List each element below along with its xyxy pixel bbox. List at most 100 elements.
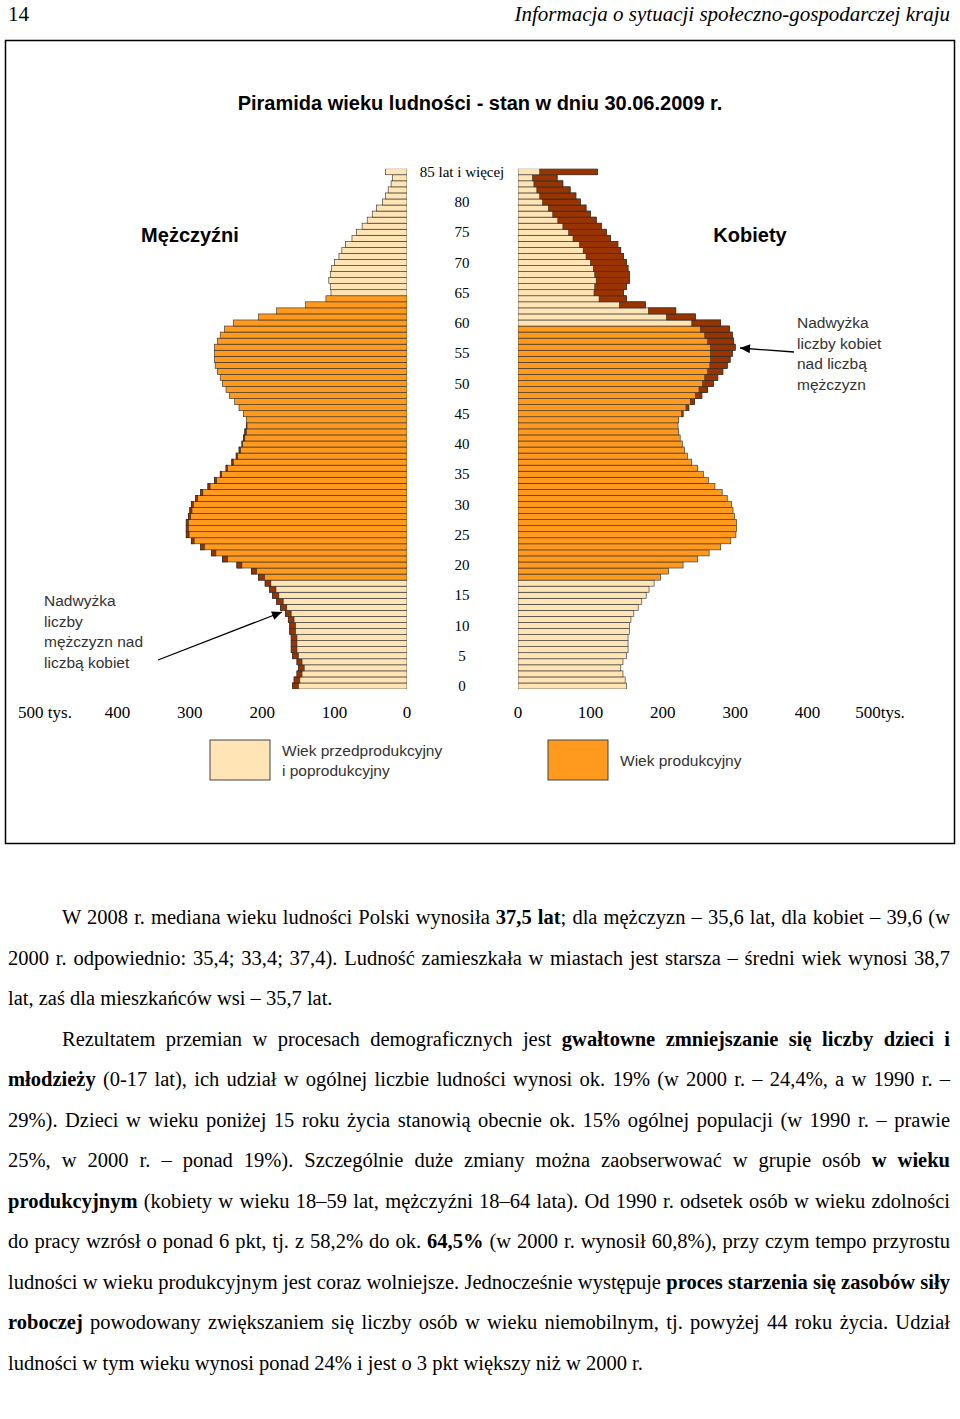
bar: [518, 483, 715, 489]
annotation-line: mężczyzn nad: [44, 633, 143, 650]
excess-bar: [543, 199, 581, 205]
bar: [220, 332, 407, 338]
bar: [332, 266, 407, 272]
legend-swatch: [548, 740, 608, 780]
bar: [518, 387, 708, 393]
bar: [518, 217, 596, 223]
bar: [518, 616, 631, 622]
excess-bar: [265, 580, 271, 586]
bar: [518, 465, 698, 471]
bar: [246, 417, 407, 423]
side-title: Mężczyźni: [141, 224, 239, 246]
bar: [518, 610, 634, 616]
age-label: 35: [455, 466, 470, 482]
excess-bar: [186, 526, 188, 532]
bar: [239, 447, 407, 453]
bar: [518, 592, 646, 598]
tick-label: 500tys.: [855, 703, 905, 722]
excess-bar: [291, 647, 297, 653]
bar: [196, 495, 407, 501]
excess-bar: [297, 659, 302, 665]
arrow-head: [271, 611, 282, 619]
text-run: powodowany zwiększaniem się liczby osób …: [8, 1311, 950, 1374]
bar: [518, 429, 679, 435]
arrow-head: [740, 344, 750, 353]
bar: [356, 229, 407, 235]
bar: [518, 556, 698, 562]
age-label: 15: [455, 587, 470, 603]
bar: [237, 562, 407, 568]
bar: [345, 241, 407, 247]
bar: [243, 411, 407, 417]
excess-bar: [280, 604, 287, 610]
tick-label: 500 tys.: [18, 703, 72, 722]
bar: [518, 471, 703, 477]
excess-bar: [239, 447, 240, 453]
bar: [518, 647, 628, 653]
excess-bar: [583, 247, 621, 253]
figure-frame: [6, 41, 955, 844]
bar: [330, 284, 407, 290]
bar: [265, 580, 407, 586]
excess-bar: [708, 368, 723, 374]
bar: [377, 205, 407, 211]
bar: [212, 550, 407, 556]
excess-bar: [285, 610, 291, 616]
bar: [518, 223, 601, 229]
bar: [518, 568, 669, 574]
age-label: 20: [455, 557, 470, 573]
bar: [518, 393, 702, 399]
excess-bar: [703, 380, 714, 386]
text-run: Rezultatem przemian w procesach demograf…: [62, 1028, 562, 1050]
excess-bar: [288, 616, 294, 622]
tick-label: 300: [177, 703, 203, 722]
bar: [518, 586, 649, 592]
bar: [294, 677, 407, 683]
tick-label: 200: [650, 703, 676, 722]
bar: [220, 471, 407, 477]
bar: [518, 374, 718, 380]
excess-bar: [186, 520, 188, 526]
tick-label: 0: [403, 703, 412, 722]
annotation-line: Nadwyżka: [44, 592, 116, 609]
bar: [518, 622, 629, 628]
excess-bar: [208, 483, 210, 489]
excess-bar: [708, 338, 734, 344]
bar: [385, 193, 407, 199]
bar: [518, 411, 683, 417]
bar: [518, 459, 692, 465]
bar: [280, 604, 407, 610]
annotation-line: liczby kobiet: [797, 335, 882, 352]
excess-bar: [293, 653, 299, 659]
bar: [518, 574, 661, 580]
annotation-arrow: [158, 612, 282, 660]
excess-bar: [214, 477, 216, 483]
bar: [518, 290, 624, 296]
excess-bar: [537, 187, 570, 193]
bar: [518, 253, 624, 259]
bar: [518, 302, 645, 308]
age-label: 5: [458, 648, 466, 664]
bar: [352, 235, 407, 241]
bar: [518, 368, 723, 374]
bar: [191, 538, 407, 544]
excess-bar: [695, 393, 702, 399]
excess-bar: [291, 641, 297, 647]
paragraph: Rezultatem przemian w procesach demograf…: [8, 1019, 950, 1384]
excess-bar: [246, 423, 248, 429]
bar: [518, 266, 628, 272]
bold-run: 37,5 lat: [496, 906, 561, 928]
bar: [391, 181, 407, 187]
bar: [201, 489, 407, 495]
age-label: 85 lat i więcej: [420, 164, 505, 180]
bar: [259, 574, 407, 580]
bar: [236, 453, 407, 459]
bars-1: [518, 169, 737, 689]
tick-label: 300: [722, 703, 748, 722]
side-title: Kobiety: [713, 224, 787, 246]
bar: [233, 320, 407, 326]
bar: [326, 296, 407, 302]
tick-label: 400: [105, 703, 131, 722]
annotation-line: liczbą kobiet: [44, 654, 130, 671]
bar: [518, 453, 687, 459]
